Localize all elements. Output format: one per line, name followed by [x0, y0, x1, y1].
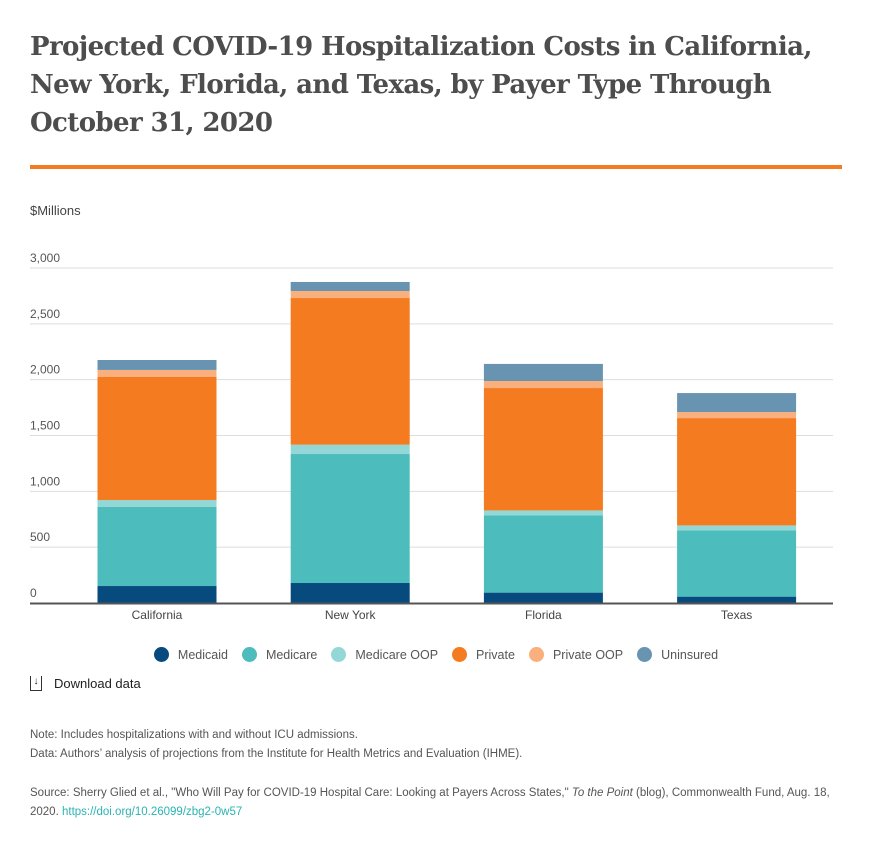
bar-segment-uninsured	[483, 363, 603, 382]
bar-segment-medicare	[290, 454, 410, 584]
bar-segment-private-oop	[677, 412, 797, 419]
legend: Medicaid Medicare Medicare OOP Private Priva…	[0, 647, 872, 662]
bar-segment-uninsured	[290, 281, 410, 292]
bar-segment-uninsured	[97, 360, 217, 370]
bar-segment-medicare	[677, 530, 797, 597]
legend-item[interactable]: Uninsured	[637, 647, 718, 662]
y-axis-label: $Millions	[30, 203, 81, 218]
legend-item[interactable]: Private	[452, 647, 515, 662]
x-tick-label: New York	[325, 608, 377, 622]
x-tick-label: Texas	[721, 608, 752, 622]
legend-label: Medicare	[265, 647, 318, 662]
bar-segment-medicaid	[97, 586, 217, 603]
chart-title: Projected COVID-19 Hospitalization Costs…	[30, 32, 812, 138]
bar-segment-medicare-oop	[483, 510, 603, 516]
download-data-button[interactable]: ↓ Download data	[30, 676, 141, 691]
bar-segment-private-oop	[483, 381, 603, 389]
legend-label: Medicare OOP	[355, 647, 439, 662]
legend-label: Private	[476, 647, 515, 662]
bar-segment-medicare-oop	[97, 500, 217, 507]
data-note-text: Data: Authors’ analysis of projections f…	[30, 748, 523, 760]
bar-segment-private	[290, 298, 410, 445]
bar-segment-private-oop	[97, 369, 217, 377]
y-tick-label: 1,500	[30, 419, 60, 433]
legend-swatch	[452, 647, 468, 662]
legend-item[interactable]: Medicare OOP	[331, 647, 438, 662]
bar-segment-medicare	[483, 515, 603, 593]
y-tick-label: 2,500	[30, 307, 60, 321]
legend-label: Uninsured	[661, 647, 719, 662]
bar-segment-medicare	[97, 506, 217, 587]
download-label: Download data	[54, 676, 141, 691]
bar-segment-medicare-oop	[290, 444, 410, 455]
x-tick-label: Florida	[525, 608, 562, 622]
legend-swatch	[331, 647, 347, 662]
chart-notes: Note: Includes hospitalizations with and…	[30, 726, 850, 822]
y-tick-label: 1,000	[30, 474, 60, 488]
bar-segment-medicaid	[677, 596, 797, 603]
source-prefix: Source: Sherry Glied et al., "Who Will P…	[30, 787, 572, 799]
legend-item[interactable]: Private OOP	[528, 647, 624, 662]
x-tick-label: California	[132, 608, 183, 622]
source-suffix: (blog), Commonwealth Fund, Aug. 18, 2020…	[30, 787, 830, 818]
legend-item[interactable]: Medicare	[241, 647, 318, 662]
bar-segment-medicare-oop	[677, 525, 797, 531]
bar-segment-private	[677, 418, 797, 526]
bar-segment-private	[97, 376, 217, 501]
y-tick-label: 0	[30, 586, 37, 600]
bar-segment-medicaid	[290, 583, 410, 603]
bar-segment-uninsured	[677, 393, 797, 413]
bar-segment-private-oop	[290, 291, 410, 299]
source-text: Source: Sherry Glied et al., "Who Will P…	[30, 784, 850, 822]
bar-segment-medicaid	[483, 592, 603, 603]
legend-swatch	[637, 647, 653, 662]
y-tick-label: 500	[30, 530, 50, 544]
legend-swatch	[528, 647, 544, 662]
bar-segment-private	[483, 388, 603, 511]
download-icon: ↓	[30, 676, 42, 691]
stacked-bar-chart: 0 500 1,000 1,500 2,000 2,500 3,000 California N…	[30, 251, 833, 622]
legend-label: Private OOP	[552, 647, 624, 662]
doi-link[interactable]: https://doi.org/10.26099/zbg2-0w57	[61, 806, 243, 818]
title-divider	[30, 165, 842, 169]
note-text: Note: Includes hospitalizations with and…	[30, 729, 358, 741]
legend-swatch	[153, 647, 169, 662]
legend-item[interactable]: Medicaid	[153, 647, 228, 662]
y-tick-label: 2,000	[30, 363, 60, 377]
legend-swatch	[241, 647, 257, 662]
source-publication: To the Point	[571, 787, 633, 799]
y-tick-label: 3,000	[30, 251, 60, 265]
legend-label: Medicaid	[177, 647, 228, 662]
